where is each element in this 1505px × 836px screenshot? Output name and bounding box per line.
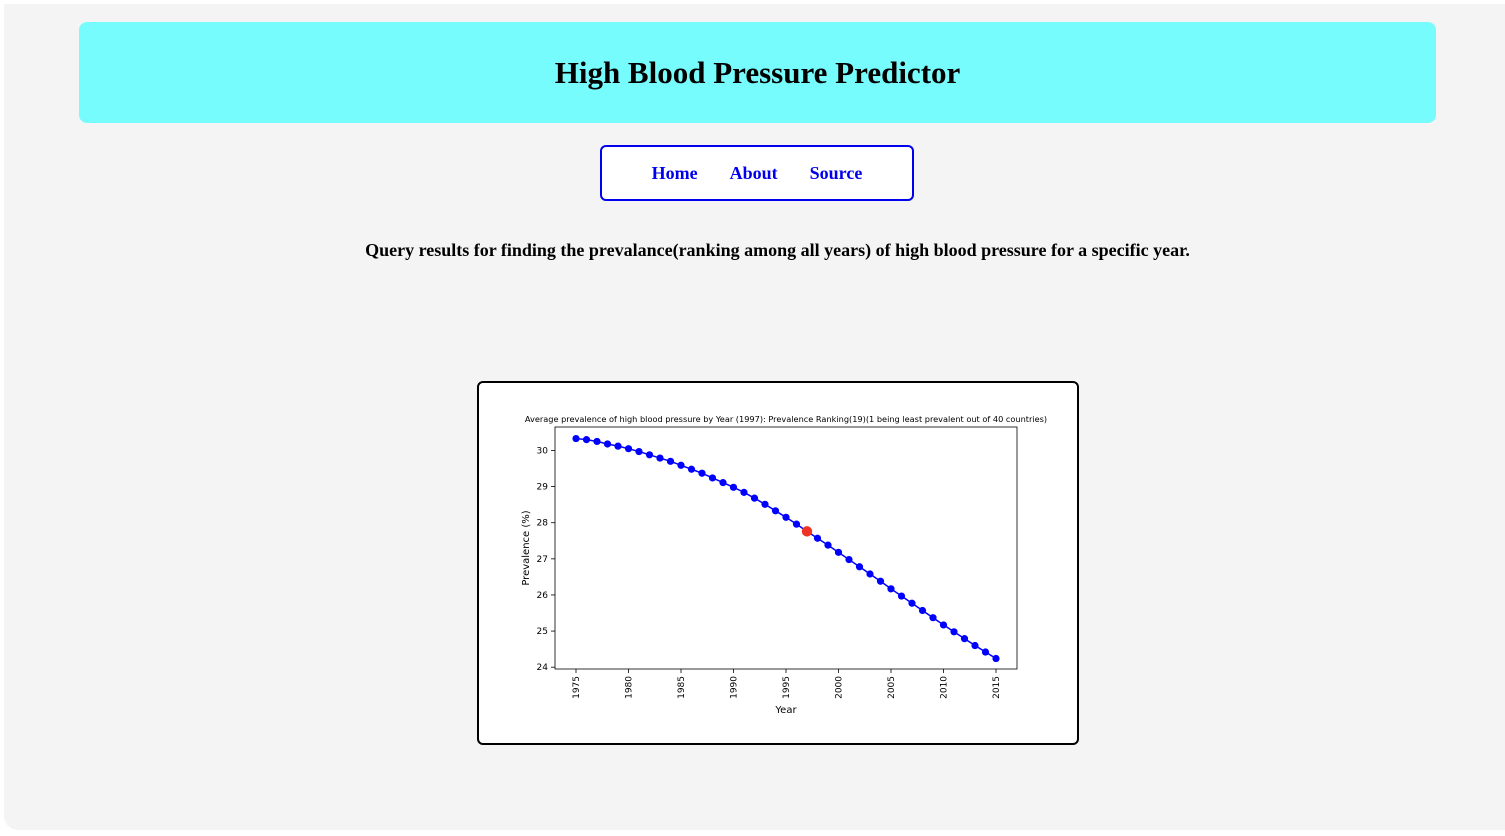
x-tick-label: 2000	[835, 676, 845, 699]
data-point	[624, 445, 633, 453]
x-tick-label: 1975	[572, 676, 582, 699]
header-banner: High Blood Pressure Predictor	[79, 22, 1436, 123]
data-point	[866, 570, 874, 578]
y-tick-label: 24	[537, 663, 549, 673]
highlight-point	[801, 526, 813, 537]
data-point	[582, 436, 591, 444]
query-description: Query results for finding the prevalance…	[365, 240, 1190, 260]
y-tick-label: 26	[537, 591, 549, 601]
chart-title: Average prevalence of high blood pressur…	[525, 414, 1047, 424]
data-point	[729, 483, 738, 491]
y-axis: 24 25 26 27 28 29 30	[537, 446, 555, 673]
data-point	[645, 451, 654, 459]
x-tick-label: 1990	[730, 676, 740, 699]
data-point	[981, 648, 990, 656]
data-point	[593, 437, 601, 446]
y-tick-label: 27	[537, 555, 548, 565]
y-tick-label: 29	[537, 483, 549, 493]
data-point	[635, 447, 643, 456]
data-point	[950, 628, 958, 636]
x-tick-label: 1995	[782, 676, 792, 699]
data-point	[677, 461, 685, 469]
page: High Blood Pressure Predictor Home About…	[4, 4, 1505, 830]
data-point	[918, 606, 927, 615]
y-tick-label: 28	[537, 519, 549, 529]
x-axis: 1975 1980 1985 1990 1995 2000 2005 2010 2015	[572, 669, 1002, 699]
x-tick-label: 1980	[625, 676, 635, 699]
data-point	[813, 534, 822, 542]
data-point	[698, 469, 706, 477]
data-point	[740, 488, 748, 496]
data-point	[834, 548, 843, 556]
data-point	[656, 454, 664, 462]
data-point	[792, 520, 801, 528]
y-tick-label: 30	[537, 446, 549, 456]
data-point	[719, 479, 727, 487]
data-point	[960, 635, 969, 643]
data-point	[845, 555, 853, 564]
data-point	[855, 563, 864, 571]
chart-container: Average prevalence of high blood pressur…	[477, 381, 1079, 745]
y-tick-label: 25	[537, 627, 548, 637]
data-point	[824, 541, 832, 549]
nav-link-about[interactable]: About	[729, 162, 778, 183]
data-point	[876, 577, 885, 585]
data-point	[603, 440, 612, 448]
data-point	[750, 494, 759, 502]
data-point	[771, 507, 780, 515]
x-tick-label: 2010	[940, 676, 950, 699]
data-point	[929, 614, 937, 622]
data-point	[971, 641, 979, 650]
data-point	[708, 474, 717, 482]
nav-link-home[interactable]: Home	[651, 162, 698, 183]
y-axis-label: Prevalence (%)	[521, 510, 532, 585]
x-tick-label: 2015	[992, 676, 1002, 699]
data-point	[887, 585, 895, 593]
data-point	[687, 465, 696, 473]
x-tick-label: 2005	[887, 676, 897, 699]
data-point	[897, 592, 906, 600]
nav-bar: Home About Source	[600, 145, 914, 201]
data-point	[572, 434, 580, 443]
page-title: High Blood Pressure Predictor	[554, 54, 961, 90]
data-point	[666, 457, 675, 465]
x-axis-label: Year	[774, 705, 797, 716]
nav-link-source[interactable]: Source	[809, 162, 863, 183]
data-point	[992, 654, 1000, 663]
series-layer	[572, 434, 1000, 663]
data-point	[939, 621, 948, 629]
data-point	[614, 442, 622, 450]
prevalence-chart: Average prevalence of high blood pressur…	[521, 414, 1047, 716]
data-point	[782, 513, 790, 521]
plot-area	[554, 426, 1018, 670]
data-point	[761, 500, 769, 508]
x-tick-label: 1985	[677, 676, 687, 699]
data-point	[908, 599, 916, 607]
